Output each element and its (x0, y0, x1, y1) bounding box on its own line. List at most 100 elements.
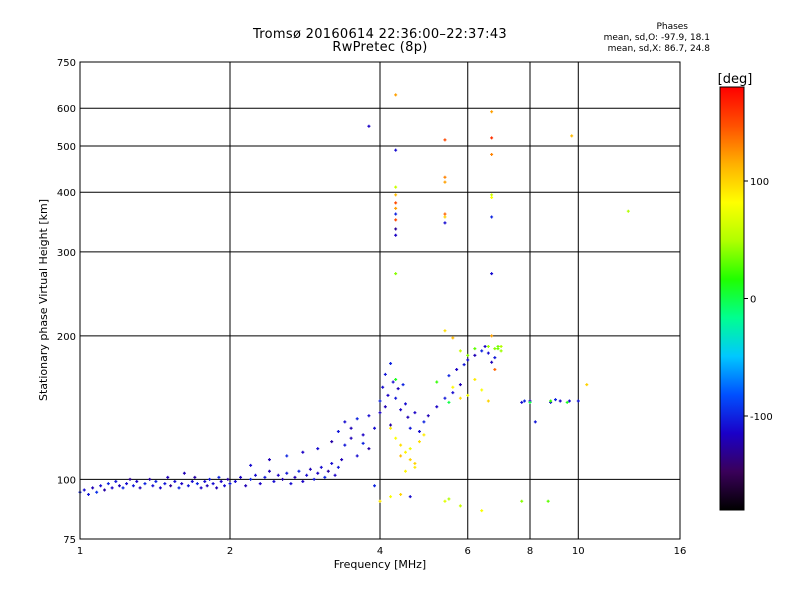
data-point (215, 486, 219, 490)
data-point (458, 504, 462, 508)
data-point (422, 433, 426, 437)
data-point (249, 463, 253, 467)
data-point (378, 499, 382, 503)
data-point (186, 484, 190, 488)
data-point (193, 475, 197, 479)
data-point (490, 360, 494, 364)
data-point (158, 486, 162, 490)
data-point (486, 344, 490, 348)
data-point (367, 447, 371, 451)
data-point (443, 396, 447, 400)
data-point (490, 195, 494, 199)
data-point (166, 475, 170, 479)
data-point (558, 399, 562, 403)
y-tick-label: 400 (57, 188, 76, 199)
data-point (182, 471, 186, 475)
data-point (154, 479, 158, 483)
data-point (143, 482, 147, 486)
data-point (403, 450, 407, 454)
data-point (199, 486, 203, 490)
data-point (110, 486, 114, 490)
data-point (443, 175, 447, 179)
chart-subtitle: RwPretec (8p) (332, 40, 428, 55)
data-point (163, 482, 167, 486)
data-point (565, 400, 569, 404)
data-point (180, 482, 184, 486)
data-point (443, 215, 447, 219)
data-point (394, 148, 398, 152)
data-point (349, 426, 353, 430)
y-tick-label: 300 (57, 248, 76, 259)
data-point (151, 484, 155, 488)
data-point (378, 399, 382, 403)
data-point (177, 486, 181, 490)
data-point (211, 482, 215, 486)
data-point (208, 477, 212, 481)
data-point (451, 385, 455, 389)
data-point (499, 344, 503, 348)
data-point (493, 356, 497, 360)
data-point (99, 484, 103, 488)
data-point (276, 473, 280, 477)
data-point (285, 471, 289, 475)
data-point (272, 479, 276, 483)
data-point (443, 212, 447, 216)
data-point (486, 351, 490, 355)
data-point (263, 475, 267, 479)
data-point (389, 423, 393, 427)
y-tick-label: 600 (57, 104, 76, 115)
data-point (389, 495, 393, 499)
data-point (447, 374, 451, 378)
data-point (458, 383, 462, 387)
data-point (451, 391, 455, 395)
x-tick-label: 10 (572, 546, 585, 557)
data-point (401, 383, 405, 387)
data-point (483, 344, 487, 348)
data-point (383, 372, 387, 376)
data-point (173, 479, 177, 483)
data-point (244, 484, 248, 488)
data-point (258, 482, 262, 486)
data-point (553, 398, 557, 402)
data-point (399, 454, 403, 458)
data-point (480, 349, 484, 353)
data-point (135, 479, 139, 483)
data-point (394, 233, 398, 237)
data-point (326, 469, 330, 473)
x-tick-label: 2 (227, 546, 233, 557)
data-point (435, 380, 439, 384)
y-tick-label: 500 (57, 142, 76, 153)
data-point (267, 469, 271, 473)
data-point (253, 473, 257, 477)
grid-lines (80, 62, 680, 539)
data-point (103, 488, 107, 492)
data-point (138, 486, 142, 490)
data-point (383, 405, 387, 409)
data-point (413, 461, 417, 465)
colorbar-tick-label: 100 (750, 177, 769, 188)
x-tick-label: 1 (77, 546, 83, 557)
data-point (408, 495, 412, 499)
data-point (336, 430, 340, 434)
data-point (417, 430, 421, 434)
data-point (308, 467, 312, 471)
data-point (233, 479, 237, 483)
data-point (520, 400, 524, 404)
data-point (316, 447, 320, 451)
colorbar-ticks: 100 0 -100 (744, 177, 773, 423)
data-point (394, 201, 398, 205)
data-point (490, 152, 494, 156)
data-point (297, 469, 301, 473)
data-point (330, 461, 334, 465)
data-point (293, 475, 297, 479)
data-point (413, 411, 417, 415)
data-point (190, 479, 194, 483)
data-point (549, 399, 553, 403)
x-tick-label: 16 (674, 546, 687, 557)
data-point (312, 477, 316, 481)
data-point (148, 477, 152, 481)
data-point (267, 458, 271, 462)
data-point (367, 414, 371, 418)
data-point (520, 499, 524, 503)
plot-frame (79, 61, 681, 540)
